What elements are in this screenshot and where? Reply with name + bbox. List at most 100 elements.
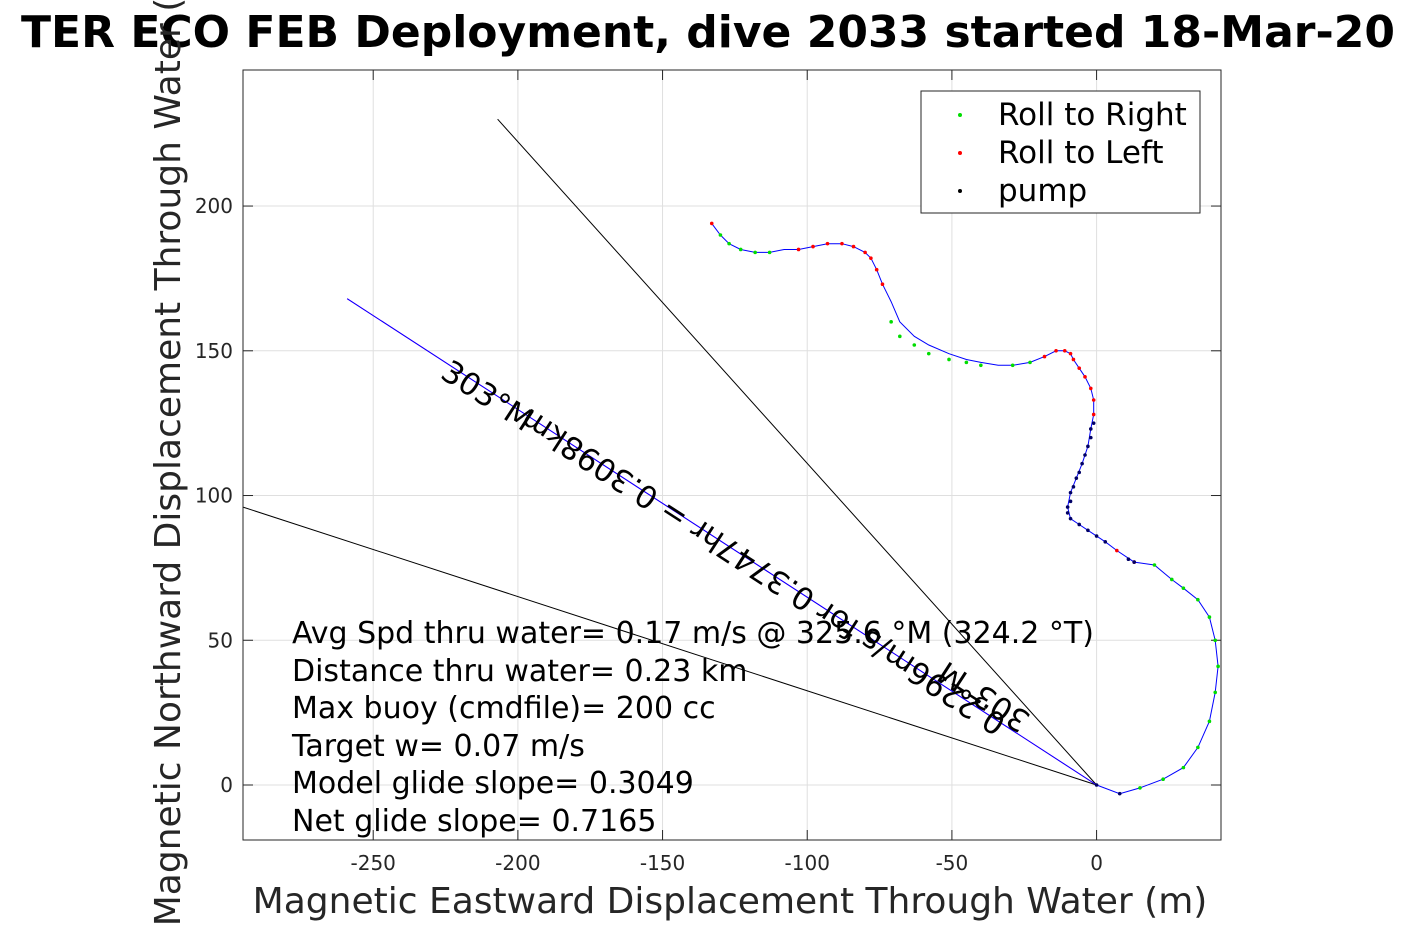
roll-left-point bbox=[863, 250, 867, 255]
pump-points bbox=[1065, 421, 1136, 796]
legend-marker-pump bbox=[958, 189, 962, 193]
roll-left-point bbox=[1071, 357, 1076, 362]
legend-label-roll-left: Roll to Left bbox=[998, 135, 1164, 171]
roll-right-point bbox=[1213, 690, 1218, 695]
roll-right-point bbox=[1181, 765, 1186, 770]
pump-point bbox=[1132, 560, 1136, 564]
roll-left-point bbox=[1091, 398, 1096, 402]
pump-point bbox=[1094, 534, 1099, 538]
roll-right-point bbox=[1196, 597, 1200, 602]
pump-point bbox=[1080, 461, 1084, 466]
roll-left-point bbox=[1054, 348, 1058, 353]
stats-block: Avg Spd thru water= 0.17 m/s @ 325.6 °M … bbox=[291, 616, 1094, 839]
roll-left-point bbox=[1077, 366, 1082, 370]
roll-left-points bbox=[709, 221, 1136, 564]
roll-right-point bbox=[1213, 638, 1218, 643]
pump-point bbox=[1077, 522, 1082, 527]
tick-label-y: 150 bbox=[195, 339, 233, 363]
roll-right-point bbox=[1170, 577, 1174, 582]
pump-point bbox=[1094, 783, 1099, 787]
roll-right-point bbox=[889, 320, 893, 324]
roll-right-point bbox=[1161, 777, 1165, 782]
roll-left-point bbox=[796, 247, 801, 252]
roll-right-point bbox=[1216, 664, 1220, 669]
roll-right-point bbox=[1138, 786, 1142, 790]
stat-net-glide: Net glide slope= 0.7165 bbox=[292, 804, 656, 839]
roll-left-point bbox=[1083, 375, 1087, 379]
pump-point bbox=[1065, 511, 1070, 515]
boundary-upper-line bbox=[497, 118, 1097, 786]
roll-right-point bbox=[738, 247, 743, 252]
legend-box bbox=[920, 90, 1201, 214]
roll-left-point bbox=[880, 282, 885, 287]
roll-right-point bbox=[1207, 615, 1212, 619]
roll-left-point bbox=[1042, 354, 1047, 359]
roll-right-point bbox=[727, 241, 731, 246]
roll-left-point bbox=[851, 244, 856, 249]
roll-right-point bbox=[926, 351, 931, 356]
pump-point bbox=[1083, 453, 1087, 457]
heading-net-line bbox=[346, 298, 1097, 786]
roll-left-point bbox=[1115, 548, 1119, 553]
roll-right-point bbox=[1196, 745, 1200, 750]
stat-max-buoy: Max buoy (cmdfile)= 200 cc bbox=[292, 691, 716, 726]
pump-point bbox=[1074, 476, 1079, 480]
roll-left-point bbox=[869, 256, 873, 260]
legend-marker-roll-left bbox=[958, 151, 962, 155]
pump-point bbox=[1086, 528, 1090, 533]
pump-point bbox=[1103, 540, 1108, 544]
roll-left-point bbox=[1091, 412, 1096, 417]
roll-right-point bbox=[767, 250, 772, 255]
roll-right-point bbox=[1010, 363, 1015, 368]
roll-right-point bbox=[753, 250, 757, 255]
stat-model-glide: Model glide slope= 0.3049 bbox=[292, 766, 694, 801]
tick-label-y: 0 bbox=[220, 773, 233, 797]
roll-right-points bbox=[718, 233, 1220, 790]
roll-right-point bbox=[979, 363, 983, 368]
roll-left-point bbox=[709, 221, 714, 226]
roll-left-point bbox=[1088, 386, 1093, 391]
pump-point bbox=[1086, 444, 1090, 449]
stat-avg-speed: Avg Spd thru water= 0.17 m/s @ 325.6 °M … bbox=[292, 616, 1094, 651]
roll-right-point bbox=[898, 334, 902, 339]
tick-label-y: 50 bbox=[208, 628, 233, 652]
roll-right-point bbox=[1152, 563, 1157, 567]
pump-point bbox=[1068, 516, 1073, 521]
boundary-lower-line bbox=[242, 506, 1097, 786]
roll-right-point bbox=[947, 357, 951, 362]
tick-label-x: 0 bbox=[1090, 851, 1103, 875]
roll-left-point bbox=[1062, 348, 1067, 353]
stat-distance: Distance thru water= 0.23 km bbox=[292, 654, 747, 689]
pump-point bbox=[1071, 485, 1076, 489]
pump-point bbox=[1077, 470, 1082, 475]
tick-label-y: 200 bbox=[195, 194, 233, 218]
x-axis-label: Magnetic Eastward Displacement Through W… bbox=[253, 881, 1208, 922]
roll-right-point bbox=[718, 233, 723, 237]
roll-left-point bbox=[840, 241, 844, 246]
tick-label-x: -100 bbox=[785, 851, 830, 875]
roll-right-point bbox=[1207, 719, 1212, 724]
pump-point bbox=[1117, 791, 1122, 796]
axes-frame bbox=[242, 69, 1222, 841]
tick-label-x: -250 bbox=[351, 851, 396, 875]
roll-right-point bbox=[1181, 586, 1186, 590]
legend-marker-roll-right bbox=[958, 113, 962, 117]
roll-right-point bbox=[912, 343, 917, 347]
pump-point bbox=[1088, 427, 1093, 431]
legend: Roll to Right Roll to Left pump bbox=[920, 90, 1201, 214]
roll-right-point bbox=[964, 360, 969, 365]
tick-label-x: -200 bbox=[495, 851, 540, 875]
axis-ticks: -250 -200 -150 -100 -50 0 0 50 100 150 200 bbox=[195, 70, 1221, 875]
tick-label-x: -150 bbox=[640, 851, 685, 875]
roll-right-point bbox=[1028, 360, 1032, 365]
tick-label-x: -50 bbox=[936, 851, 969, 875]
y-axis-label: Magnetic Northward Displacement Through … bbox=[148, 0, 189, 926]
legend-label-roll-right: Roll to Right bbox=[998, 97, 1187, 133]
legend-label-pump: pump bbox=[998, 173, 1087, 209]
track-line bbox=[711, 223, 1219, 795]
pump-point bbox=[1091, 421, 1096, 425]
roll-left-point bbox=[825, 241, 830, 246]
roll-left-point bbox=[1068, 351, 1073, 356]
roll-left-point bbox=[811, 244, 815, 249]
